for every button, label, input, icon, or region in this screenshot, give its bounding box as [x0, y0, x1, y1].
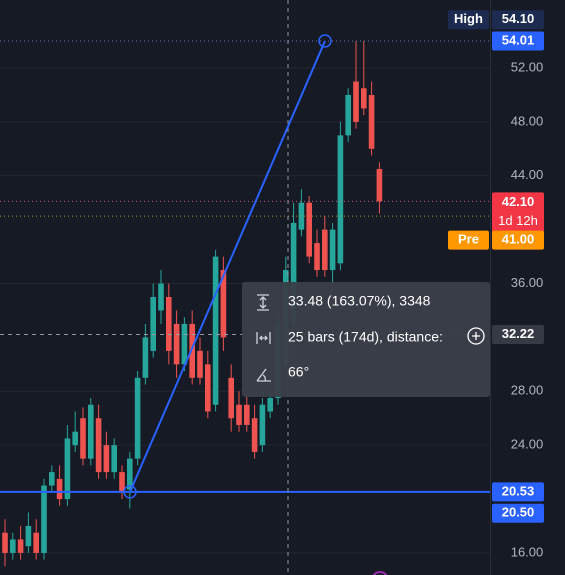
candle-body — [111, 445, 117, 473]
candle-body — [259, 404, 266, 446]
candle-body — [103, 445, 110, 473]
candle-body — [298, 202, 305, 230]
trend-handle — [318, 34, 332, 48]
candle-body — [41, 485, 47, 553]
candle-body — [134, 377, 141, 459]
candle-body — [220, 270, 227, 338]
candle-body — [189, 323, 195, 378]
candle-body — [228, 377, 234, 419]
price-badge-label: 54.01 — [502, 32, 535, 47]
candle-body — [88, 404, 94, 459]
tooltip-icons — [256, 294, 271, 382]
candle-body — [142, 337, 149, 378]
candle-body — [166, 296, 172, 351]
candle-body — [49, 472, 55, 486]
candle-body — [119, 472, 125, 493]
candle-body — [236, 404, 242, 425]
add-icon[interactable] — [467, 327, 485, 345]
tooltip-box — [242, 282, 490, 397]
price-badge-label: 20.53 — [502, 483, 535, 498]
tooltip-change: 33.48 (163.07%), 3348 — [288, 293, 431, 309]
candle-body — [2, 532, 8, 553]
y-tick-label: 52.00 — [511, 59, 544, 74]
candle-body — [33, 532, 39, 553]
candle-body — [72, 431, 78, 446]
tooltip-angle: 66° — [288, 364, 309, 380]
price-badge-label: 32.22 — [502, 326, 535, 341]
price-tag-label: Pre — [458, 232, 479, 247]
price-badge-label: 42.10 — [502, 194, 535, 209]
price-badge-sub: 1d 12h — [498, 213, 538, 228]
price-tag-label: High — [454, 11, 483, 26]
add-icon-plus[interactable] — [472, 332, 480, 340]
price-badge — [492, 324, 544, 344]
y-tick-label: 28.00 — [511, 383, 544, 398]
candle-body — [267, 398, 273, 412]
tooltip-range: 25 bars (174d), distance: — [288, 329, 443, 345]
price-badge — [492, 10, 544, 30]
candle-body — [345, 94, 351, 136]
candle-body — [127, 458, 133, 490]
candle-body — [322, 229, 328, 271]
candle-body — [150, 296, 156, 351]
candle-body — [197, 350, 203, 378]
price-badge-label: 41.00 — [502, 232, 535, 247]
trend-handle — [123, 485, 137, 499]
price-tag — [448, 230, 489, 250]
y-tick-label: 48.00 — [511, 113, 544, 128]
price-badge — [492, 192, 544, 233]
y-tick-label: 36.00 — [511, 275, 544, 290]
candle-body — [212, 256, 219, 405]
candle-body — [361, 88, 367, 109]
alert-marker[interactable] — [372, 571, 388, 575]
price-badge-label: 54.10 — [502, 11, 535, 26]
candle-body — [173, 323, 180, 365]
candle-body — [25, 525, 32, 547]
price-badge — [492, 31, 544, 51]
candle-body — [95, 418, 102, 473]
price-badge-label: 20.50 — [502, 505, 535, 520]
y-tick-label: 44.00 — [511, 167, 544, 182]
candle-body — [56, 478, 63, 500]
candle-body — [251, 418, 258, 452]
candle-body — [314, 243, 320, 271]
price-tag — [448, 10, 489, 30]
candle-body — [329, 229, 336, 271]
candle-body — [205, 364, 211, 412]
candle-body — [306, 202, 312, 257]
trend-line — [129, 40, 326, 493]
y-tick-label: 16.00 — [511, 544, 544, 559]
candle-body — [290, 222, 297, 324]
price-badge — [492, 503, 544, 523]
candle-body — [64, 438, 71, 500]
candle-body — [337, 135, 344, 264]
candle-body — [158, 283, 164, 311]
candle-body — [80, 418, 86, 459]
price-badge — [492, 482, 544, 502]
candle-body — [353, 81, 359, 122]
candle-body — [244, 404, 250, 425]
candle-body — [10, 539, 16, 553]
price-badge — [492, 230, 544, 250]
candle-body — [17, 539, 24, 553]
candle-body — [181, 323, 188, 365]
measure-tooltip: 33.48 (163.07%), 3348 25 bars (174d), di… — [242, 282, 490, 397]
candle-body — [376, 169, 383, 202]
y-tick-label: 24.00 — [511, 437, 544, 452]
candle-body — [368, 94, 375, 149]
